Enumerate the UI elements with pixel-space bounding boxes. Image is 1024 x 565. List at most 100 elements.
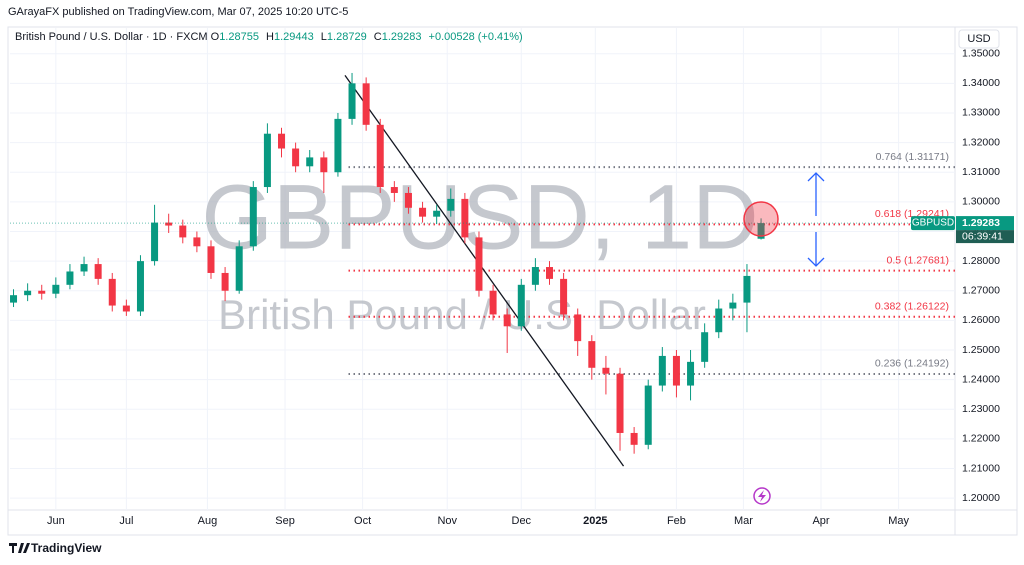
candle-body <box>419 207 427 217</box>
candle-body <box>588 341 596 368</box>
fib-label: 0.5 (1.27681) <box>887 254 949 266</box>
y-tick-label: 1.26000 <box>962 314 1000 326</box>
x-tick-label: Jun <box>47 515 65 527</box>
x-tick-label: Nov <box>437 515 457 527</box>
y-tick-label: 1.28000 <box>962 255 1000 267</box>
x-tick-label: Jul <box>119 515 133 527</box>
event-icon[interactable] <box>753 487 771 505</box>
currency: USD <box>967 33 990 45</box>
symbol-tag-label: GBPUSD <box>912 218 954 229</box>
y-tick-label: 1.25000 <box>962 344 1000 356</box>
candle-body <box>207 246 215 273</box>
x-tick-label: Sep <box>275 515 295 527</box>
fib-label: 0.764 (1.31171) <box>876 151 949 163</box>
highlight-circle <box>743 201 779 237</box>
ohlc-value: 1.28755 <box>219 31 259 43</box>
ohlc-key: H <box>266 31 274 43</box>
candle-body <box>531 267 539 285</box>
candle-body <box>447 198 455 211</box>
candle-body <box>616 373 624 433</box>
candle-body <box>122 305 130 312</box>
candle-body <box>757 223 765 239</box>
publisher: GArayaFX published on TradingView.com, M… <box>8 6 349 18</box>
fib-label: 0.236 (1.24192) <box>875 358 949 370</box>
x-tick-label: Dec <box>512 515 532 527</box>
candle-body <box>390 187 398 193</box>
candle-body <box>249 187 257 247</box>
y-tick-label: 1.33000 <box>962 107 1000 119</box>
candle-body <box>475 237 483 291</box>
ohlc-key: C <box>373 31 382 43</box>
y-tick-label: 1.23000 <box>962 403 1000 415</box>
candle-body <box>602 367 610 374</box>
candle-body <box>24 290 32 296</box>
fib-label: 0.382 (1.26122) <box>875 301 949 313</box>
candle-body <box>278 133 286 149</box>
candle-body <box>179 225 187 238</box>
legend-header: British Pound / U.S. Dollar · 1D · FXCM … <box>15 31 527 43</box>
candle-body <box>320 157 328 173</box>
candle-body <box>165 222 173 226</box>
candle-body <box>574 314 582 342</box>
ohlc-key: L <box>320 31 327 43</box>
symbol-tag <box>911 216 955 231</box>
candle-body <box>658 355 666 386</box>
y-tick-label: 1.30000 <box>962 196 1000 208</box>
countdown-tag <box>956 230 1014 244</box>
symbol-title: British Pound / U.S. Dollar · 1D · FXCM <box>15 31 208 43</box>
candle-body <box>404 192 412 208</box>
candle-body <box>517 284 525 327</box>
candle-body <box>263 133 271 188</box>
candle-body <box>306 157 314 167</box>
ohlc-value: 1.29283 <box>381 31 422 43</box>
y-tick-label: 1.21000 <box>962 462 1000 474</box>
x-tick-label: Oct <box>354 515 371 527</box>
y-tick-label: 1.20000 <box>962 492 1000 504</box>
candle-body <box>701 332 709 362</box>
brand: TradingView <box>31 541 102 555</box>
candle-body <box>292 148 300 167</box>
ohlc-value: 1.29443 <box>273 31 314 43</box>
plot: 0.764 (1.31171)0.618 (1.29241)0.5 (1.276… <box>10 72 955 467</box>
candle-body <box>489 290 497 315</box>
candle-body <box>334 118 342 173</box>
x-tick-label: Apr <box>812 515 829 527</box>
candle-body <box>108 278 116 306</box>
candle-body <box>503 314 511 327</box>
candle-body <box>52 284 60 294</box>
candle-body <box>10 295 18 303</box>
candle-body <box>729 302 737 309</box>
y-tick-label: 1.35000 <box>962 47 1000 59</box>
trend-line <box>344 74 625 467</box>
currency-box[interactable] <box>958 29 1000 49</box>
brand-logo <box>9 543 30 553</box>
candle-body <box>687 361 695 386</box>
change: +0.00528 (+0.41%) <box>428 31 523 43</box>
price-tag <box>956 216 1014 231</box>
candle-body <box>221 272 229 291</box>
candle-body <box>743 275 751 303</box>
candle-body <box>193 237 201 247</box>
y-tick-label: 1.22000 <box>962 433 1000 445</box>
candle-body <box>38 290 46 294</box>
range-arrows <box>807 172 825 267</box>
candle-body <box>545 267 553 279</box>
x-tick-label: May <box>888 515 909 527</box>
candle-body <box>66 271 74 285</box>
candle-body <box>644 385 652 445</box>
y-tick-label: 1.24000 <box>962 373 1000 385</box>
ohlc-key: O <box>210 31 220 43</box>
frame <box>7 26 1018 536</box>
candle-body <box>348 83 356 119</box>
candle-body <box>630 432 638 445</box>
y-tick-label: 1.34000 <box>962 77 1000 89</box>
candle-body <box>362 83 370 125</box>
y-tick-label: 1.31000 <box>962 166 1000 178</box>
candle-body <box>235 246 243 291</box>
grid <box>10 28 955 510</box>
ohlc-value: 1.28729 <box>326 31 367 43</box>
x-tick-label: Aug <box>198 515 218 527</box>
y-tick-label: 1.32000 <box>962 136 1000 148</box>
